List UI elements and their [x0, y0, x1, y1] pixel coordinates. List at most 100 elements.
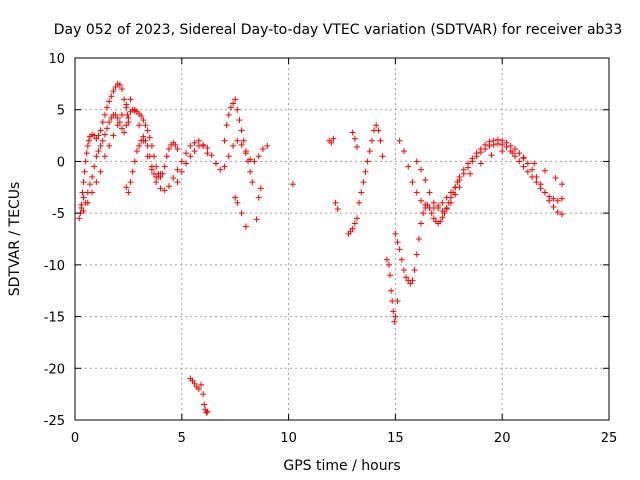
y-tick-label: 0 [57, 155, 65, 170]
data-point [165, 146, 172, 153]
data-point [146, 134, 153, 141]
data-point [415, 236, 422, 242]
data-point [477, 149, 484, 156]
data-point [405, 163, 412, 170]
data-point [89, 173, 96, 180]
data-point [392, 313, 399, 320]
data-point [136, 142, 143, 149]
data-point [392, 230, 399, 237]
data-point [439, 208, 446, 215]
data-point [488, 152, 495, 159]
plot-frame [74, 57, 610, 421]
data-point [524, 168, 531, 175]
data-point [499, 148, 506, 155]
data-point [391, 318, 398, 325]
y-tick-label: -15 [44, 311, 65, 326]
data-point [264, 142, 271, 149]
data-point [110, 88, 117, 95]
data-point [204, 144, 211, 151]
y-axis-title: SDTVAR / TECUs [7, 182, 23, 297]
data-point [426, 189, 433, 196]
data-point [183, 150, 190, 157]
data-point [516, 150, 523, 157]
data-point [127, 179, 134, 186]
data-point [155, 173, 162, 180]
data-point [108, 114, 115, 121]
data-point [550, 203, 557, 210]
data-point [95, 132, 102, 139]
data-point [112, 111, 119, 118]
data-point [198, 381, 205, 388]
data-point [178, 168, 185, 175]
data-point [253, 216, 260, 223]
data-point [403, 274, 410, 281]
data-point [366, 148, 373, 155]
data-point [499, 141, 506, 148]
data-point [78, 204, 85, 211]
data-point [240, 137, 247, 144]
data-point [242, 223, 249, 230]
data-point [456, 184, 463, 191]
data-point [377, 137, 384, 144]
data-point [422, 201, 429, 208]
x-tick-label: 10 [280, 431, 297, 446]
data-point [289, 181, 296, 188]
data-point [364, 158, 371, 165]
data-point [80, 179, 87, 186]
data-point [85, 137, 92, 144]
y-tick-label: -20 [44, 362, 65, 377]
data-point [99, 137, 106, 144]
data-point [507, 142, 514, 149]
data-point [91, 163, 98, 170]
data-point [225, 111, 232, 118]
data-point [157, 170, 164, 177]
data-point [114, 122, 121, 129]
data-point [398, 256, 405, 263]
data-point [232, 96, 239, 103]
data-point [388, 287, 395, 294]
data-point [236, 117, 243, 124]
data-point [443, 206, 450, 213]
data-point [183, 160, 190, 167]
data-point [486, 142, 493, 149]
data-point [195, 142, 202, 149]
data-point [494, 140, 501, 147]
data-point [76, 215, 83, 222]
data-point [225, 153, 232, 160]
data-point [123, 184, 130, 191]
data-point [101, 111, 108, 118]
data-point [554, 209, 561, 216]
data-point [140, 133, 147, 140]
data-point [531, 160, 538, 167]
data-point [191, 380, 198, 387]
data-point [554, 197, 561, 204]
data-point [447, 189, 454, 196]
data-point [110, 132, 117, 139]
data-point [396, 246, 403, 253]
data-point [473, 153, 480, 160]
data-point [529, 166, 536, 173]
data-point [189, 377, 196, 384]
data-point [170, 174, 177, 181]
data-point [411, 267, 418, 274]
data-point [387, 272, 394, 279]
y-tick-label: -10 [44, 259, 65, 274]
data-point [112, 83, 119, 90]
data-point [230, 100, 237, 107]
data-point [330, 135, 337, 142]
data-point [221, 137, 228, 144]
data-point [520, 163, 527, 170]
data-point [101, 131, 108, 138]
data-point [559, 181, 566, 188]
data-point [200, 141, 207, 148]
data-point [157, 185, 164, 192]
data-point [368, 137, 375, 144]
data-point [418, 197, 425, 204]
data-point [140, 117, 147, 124]
data-point [146, 153, 153, 160]
data-point [409, 179, 416, 186]
data-point [142, 122, 149, 129]
data-point [123, 122, 130, 129]
data-point [490, 141, 497, 148]
